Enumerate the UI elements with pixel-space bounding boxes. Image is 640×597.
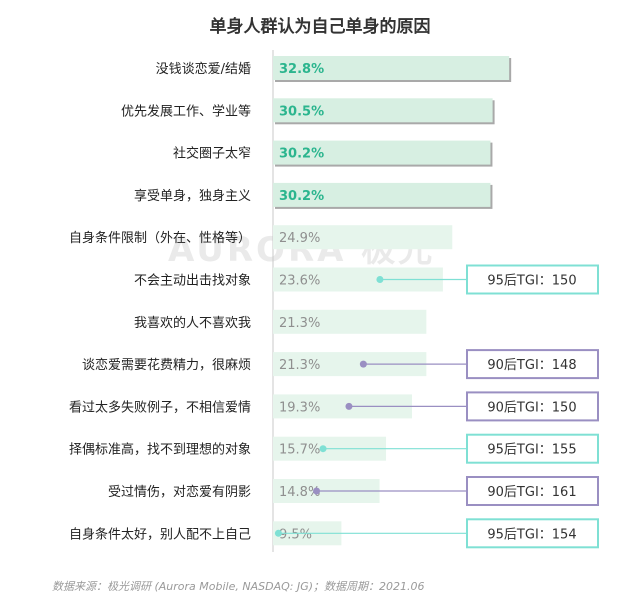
category-label: 自身条件太好，别人配不上自己: [69, 526, 251, 542]
category-label: 享受单身，独身主义: [134, 188, 251, 204]
category-label: 受过情伤，对恋爱有阴影: [108, 484, 251, 500]
bar: [273, 98, 493, 123]
data-label: 24.9%: [279, 231, 320, 246]
tgi-callout-box: [466, 518, 599, 549]
chart-title: 单身人群认为自己单身的原因: [209, 17, 431, 37]
source-note: 数据来源：极光调研 (Aurora Mobile, NASDAQ: JG)；数据…: [52, 580, 425, 593]
tgi-callout-box: [466, 476, 599, 506]
data-label: 30.2%: [279, 189, 324, 204]
bar: [273, 56, 510, 80]
category-label: 不会主动出击找对象: [134, 274, 251, 289]
callout-dot: [319, 445, 327, 453]
tgi-callout-box: [466, 391, 599, 422]
tgi-callout-text: 90后TGI：148: [487, 358, 576, 373]
category-label: 谈恋爱需要花费精力，很麻烦: [82, 357, 251, 373]
category-label: 我喜欢的人不喜欢我: [134, 315, 251, 331]
data-label: 15.7%: [279, 443, 320, 458]
category-label: 择偶标准高，找不到理想的对象: [69, 442, 251, 458]
data-label: 14.8%: [279, 485, 320, 500]
tgi-callout-text: 95后TGI：155: [487, 443, 576, 458]
data-label: 30.2%: [279, 147, 324, 162]
bar: [273, 309, 427, 334]
tgi-callout-box: [466, 264, 599, 295]
tgi-callout-box: [466, 433, 599, 464]
callout-dot: [376, 276, 384, 283]
category-label: 没钱谈恋爱/结婚: [156, 61, 251, 77]
data-label: 19.3%: [279, 400, 320, 415]
callout-dot: [359, 360, 367, 368]
data-label: 9.5%: [279, 527, 312, 542]
data-label: 30.5%: [279, 104, 324, 119]
bar: [273, 140, 491, 165]
callout-dot: [345, 402, 353, 410]
data-label: 21.3%: [279, 358, 320, 373]
tgi-callout-box: [466, 349, 599, 380]
callout-dot: [313, 487, 321, 495]
category-label: 看过太多失败例子，不相信爱情: [69, 399, 251, 415]
tgi-callout-text: 95后TGI：150: [487, 274, 576, 289]
category-label: 优先发展工作、学业等: [121, 103, 251, 119]
callout-dot: [274, 529, 282, 537]
bar: [273, 225, 453, 250]
category-label: 自身条件限制（外在、性格等）: [69, 230, 251, 246]
tgi-callout-text: 90后TGI：161: [487, 485, 576, 500]
data-label: 23.6%: [279, 274, 320, 289]
data-label: 21.3%: [279, 316, 320, 331]
tgi-callout-text: 95后TGI：154: [487, 527, 576, 542]
bar: [273, 182, 491, 207]
tgi-callout-text: 90后TGI：150: [487, 400, 576, 415]
category-label: 社交圈子太窄: [173, 146, 251, 162]
data-label: 32.8%: [279, 62, 324, 77]
